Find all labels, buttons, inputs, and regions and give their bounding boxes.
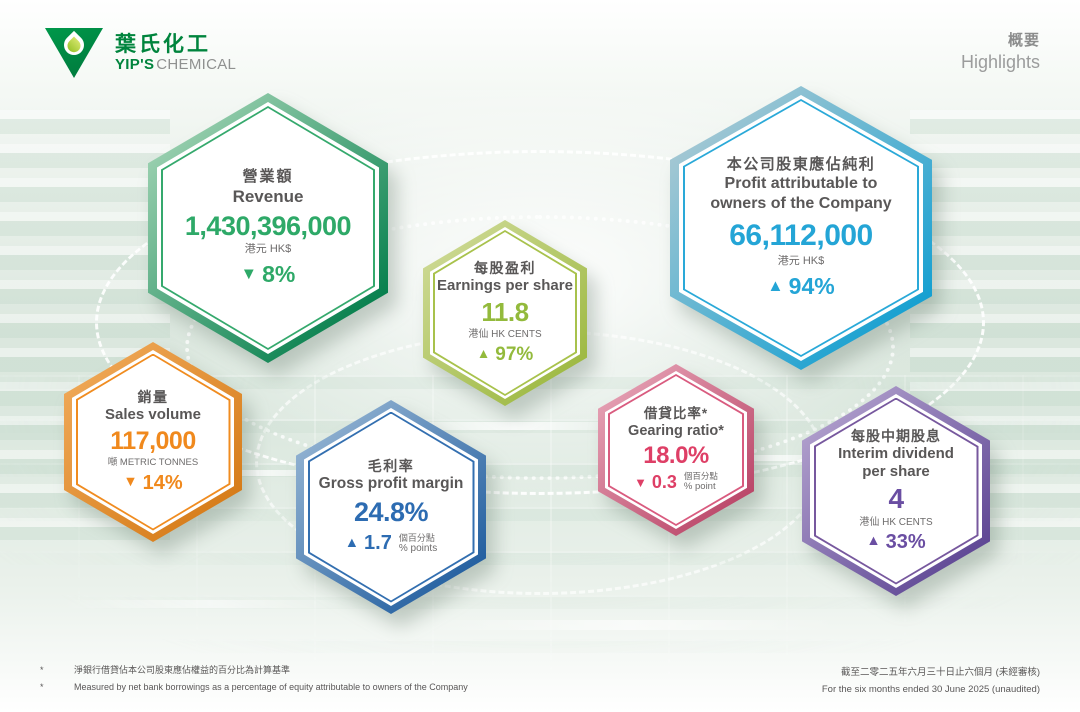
change-up-icon: ▲ [344,534,360,551]
badge-change: ▲ 94% [767,272,834,300]
badge-profit-attributable: 本公司股東應佔純利 Profit attributable to owners … [670,86,932,370]
badge-revenue: 營業額 Revenue 1,430,396,000 港元 HK$ ▼ 8% [148,93,388,363]
badge-title-zh: 銷量 [137,389,169,406]
badge-title-en: Earnings per share [437,276,573,294]
footnote-marker: * [40,664,44,675]
badge-gearing-ratio: 借貸比率* Gearing ratio* 18.0% ▼ 0.3 個百分點 % … [598,364,754,536]
change-up-icon: ▲ [767,276,784,296]
badge-title-zh: 營業額 [242,168,294,186]
change-value: 14% [142,471,183,494]
badge-title-zh: 毛利率 [367,458,415,475]
badge-value: 11.8 [481,297,529,328]
page-title-zh: 概要 [1007,32,1040,49]
footnote-zh: * 淨銀行借貸佔本公司股東應佔權益的百分比為計算基準 [40,662,468,679]
logo-name-en-light: CHEMICAL [156,55,237,73]
badge-unit: 港仙 HK CENTS [468,328,542,340]
badge-change: ▲ 1.7 個百分點 % points [345,531,437,555]
badge-title-en: Gearing ratio* [628,422,724,439]
badge-title-zh: 借貸比率* [643,406,709,422]
footnotes: * 淨銀行借貸佔本公司股東應佔權益的百分比為計算基準 * Measured by… [40,662,468,696]
badge-gross-profit-margin: 毛利率 Gross profit margin 24.8% ▲ 1.7 個百分點… [296,400,486,614]
badge-change: ▼ 0.3 個百分點 % point [634,472,718,494]
reporting-period-zh: 截至二零二五年六月三十日止六個月 (未經審核) [841,666,1040,678]
logo-wordmark: 葉氏化工 YIP'S CHEMICAL [115,32,237,73]
badge-title-zh: 每股盈利 [474,259,536,276]
badge-unit: 港元 HK$ [244,243,292,256]
page-title: 概要 Highlights [961,32,1040,73]
change-up-icon: ▲ [866,533,881,550]
change-value: 1.7 [364,532,392,555]
badge-title-en: Gross profit margin [318,475,464,493]
background-streak [120,470,380,476]
change-down-icon: ▼ [123,473,138,490]
background-streak [60,600,360,608]
badge-value: 4 [888,483,904,515]
change-down-icon: ▼ [240,263,258,283]
badge-title-zh: 本公司股東應佔純利 [726,155,876,173]
badge-earnings-per-share: 每股盈利 Earnings per share 11.8 港仙 HK CENTS… [423,220,587,406]
change-unit-en: % point [683,481,716,493]
change-down-icon: ▼ [634,474,647,490]
footnote-en: * Measured by net bank borrowings as a p… [40,679,468,696]
badge-value: 117,000 [110,427,196,456]
badge-change: ▼ 14% [123,471,182,495]
footnote-marker: * [40,681,44,692]
badge-value: 1,430,396,000 [184,211,352,242]
change-value: 33% [885,530,926,553]
reporting-period-en: For the six months ended 30 June 2025 (u… [821,683,1040,695]
badge-sales-volume: 銷量 Sales volume 117,000 噸 METRIC TONNES … [64,342,242,542]
badge-interim-dividend: 每股中期股息 Interim dividend per share 4 港仙 H… [802,386,990,596]
logo-name-en-bold: YIP'S [115,55,155,73]
page-title-en: Highlights [960,51,1040,72]
badge-value: 24.8% [353,497,429,528]
badge-change: ▼ 8% [241,260,296,288]
badge-title-en: Revenue [232,186,304,206]
badge-title-en: Profit attributable to owners of the Com… [710,175,892,212]
change-value: 8% [262,260,296,287]
change-up-icon: ▲ [476,346,491,362]
badge-unit: 港仙 HK CENTS [859,516,933,528]
badge-change: ▲ 33% [866,530,925,554]
change-unit: 個百分點 % point [684,472,718,493]
reporting-period: 截至二零二五年六月三十日止六個月 (未經審核) For the six mont… [822,664,1040,698]
change-unit-en: % points [398,542,438,554]
logo-triangle-droplet-icon [45,28,103,78]
change-unit-zh: 個百分點 [683,471,718,482]
logo-name-zh: 葉氏化工 [115,32,211,56]
badge-title-en: Interim dividend per share [838,444,954,481]
background-streak [350,422,680,430]
badge-unit: 噸 METRIC TONNES [107,456,199,468]
background-streak [420,620,840,630]
change-value: 0.3 [651,471,677,492]
badge-value: 18.0% [643,442,709,470]
change-value: 97% [495,344,534,366]
change-value: 94% [788,273,835,300]
change-unit-zh: 個百分點 [398,532,435,543]
company-logo: 葉氏化工 YIP'S CHEMICAL [45,28,236,78]
badge-value: 66,112,000 [729,219,873,253]
change-unit: 個百分點 % points [399,533,437,555]
badge-change: ▲ 97% [477,343,534,366]
badge-title-zh: 每股中期股息 [851,427,941,444]
badge-title-en: Sales volume [105,406,201,424]
badge-unit: 港元 HK$ [777,254,825,267]
